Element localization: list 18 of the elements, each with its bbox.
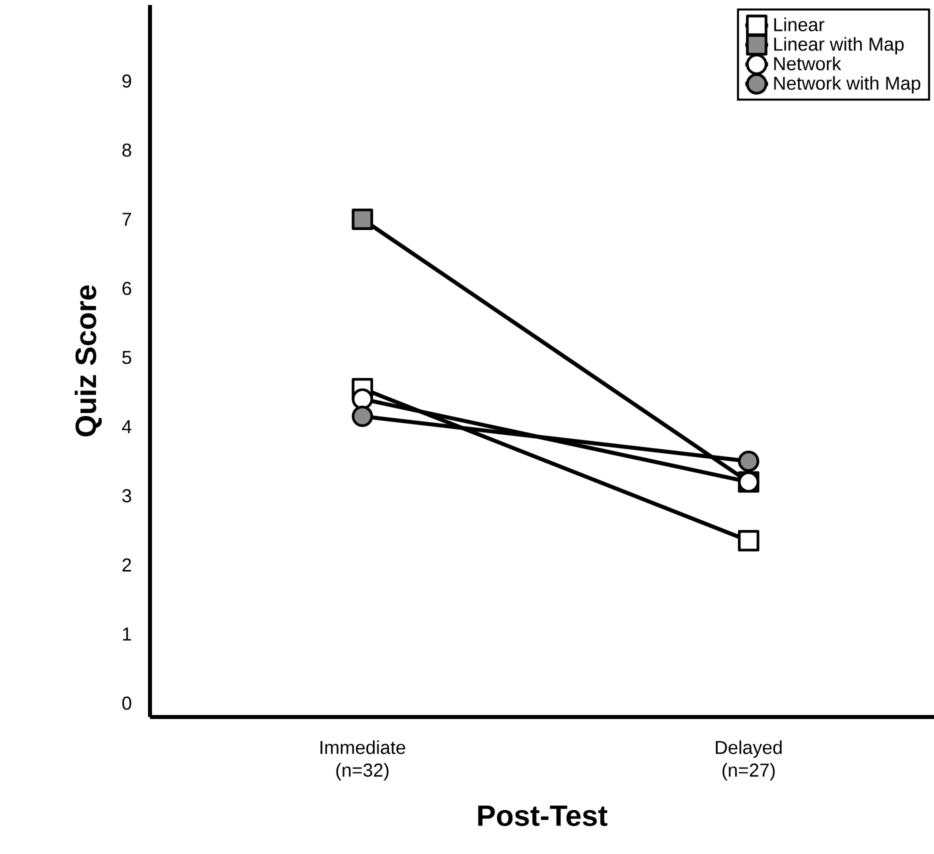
legend-label: Linear bbox=[774, 18, 824, 32]
y-tick-label: 8 bbox=[122, 144, 132, 157]
x-tick-label: Immediate (n=32) bbox=[320, 740, 406, 780]
x-axis-title: Post-Test bbox=[478, 806, 608, 826]
y-tick-label: 4 bbox=[122, 420, 132, 434]
y-tick-label: 7 bbox=[122, 212, 132, 226]
y-tick-label: 6 bbox=[122, 282, 132, 296]
y-tick-label: 2 bbox=[122, 558, 132, 572]
legend-label: Network bbox=[774, 56, 842, 70]
y-tick-label: 3 bbox=[122, 489, 132, 502]
legend-label: Network with Map bbox=[774, 76, 920, 94]
y-tick-label: 1 bbox=[123, 628, 132, 640]
y-tick-label: 0 bbox=[122, 696, 132, 710]
legend-label: Linear with Map bbox=[774, 37, 904, 54]
y-axis-title: Quiz Score bbox=[74, 285, 102, 436]
x-tick-label: Delayed (n=27) bbox=[716, 740, 782, 780]
y-tick-label: 5 bbox=[122, 351, 132, 364]
y-tick-label: 9 bbox=[122, 74, 132, 88]
